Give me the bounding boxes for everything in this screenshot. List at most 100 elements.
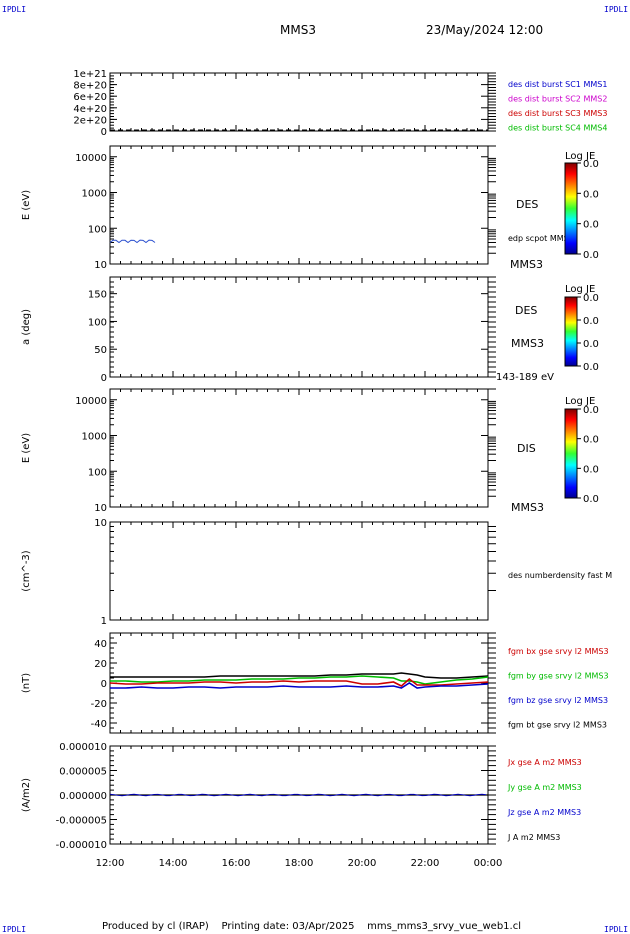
panel-frame xyxy=(109,145,489,265)
y-tick-label: 100 xyxy=(88,224,107,235)
time-axis: 12:00 14:00 16:00 18:00 20:00 22:00 00:00 xyxy=(96,858,503,869)
colorbar-label: 0.0 xyxy=(583,339,599,350)
colorbar-label: 0.0 xyxy=(583,220,599,231)
y-axis-label: (cm^-3) xyxy=(21,550,32,591)
series-line-1 xyxy=(110,675,489,685)
colorbar-gradient xyxy=(564,296,578,367)
corner-label-bottom-left: IPDLI xyxy=(2,925,26,934)
y-tick-label: 100 xyxy=(88,317,107,328)
colorbar-label: 0.0 xyxy=(583,494,599,505)
colorbar-dis-energy: Log JE0.00.00.00.0 xyxy=(564,396,599,505)
colorbar-title: Log JE xyxy=(565,151,595,162)
y-axis-label: E (eV) xyxy=(21,433,32,463)
panel-right-label: 143-189 eV xyxy=(496,372,554,383)
colorbar-label: 0.0 xyxy=(583,250,599,261)
panel-frame xyxy=(109,521,489,621)
y-tick-label: 10000 xyxy=(75,153,107,164)
y-tick-label: 0 xyxy=(101,679,107,690)
panel-density: 10 1 (cm^-3) des numberdensity fast M xyxy=(21,518,612,627)
colorbar-des-pitch: Log JE0.00.00.00.0 xyxy=(564,284,599,373)
colorbar-label: 0.0 xyxy=(583,293,599,304)
legend-entry: des dist burst SC1 MMS1 xyxy=(508,80,607,89)
plot-date: 23/May/2024 12:00 xyxy=(426,23,543,37)
legend-entry: des dist burst SC3 MMS3 xyxy=(508,109,607,118)
y-tick-label: 100 xyxy=(88,467,107,478)
x-tick-label: 14:00 xyxy=(159,858,188,869)
y-tick-label: -20 xyxy=(91,699,107,710)
y-tick-label: 20 xyxy=(94,659,107,670)
legend-entry: fgm by gse srvy l2 MMS3 xyxy=(508,672,609,681)
panel-des-energy: 10000 1000 100 10 E (eV) DES edp scpot MMS3 MMS… xyxy=(21,145,574,271)
colorbar-label: 0.0 xyxy=(583,189,599,200)
y-axis-label: a (deg) xyxy=(21,309,32,345)
x-tick-label: 20:00 xyxy=(348,858,377,869)
y-tick-label: -40 xyxy=(91,719,107,730)
y-tick-label: 0.000000 xyxy=(59,791,107,802)
panel-right-label: DES xyxy=(515,304,537,317)
panel-right-label: edp scpot MMS3 xyxy=(508,234,574,243)
legend-entry: des numberdensity fast M xyxy=(508,571,612,580)
colorbar-label: 0.0 xyxy=(583,435,599,446)
colorbar-label: 0.0 xyxy=(583,316,599,327)
panel-des-pitch-angle: 150 100 50 0 a (deg) DES MMS3 143-189 eV xyxy=(21,276,554,384)
y-tick-label: 1 xyxy=(101,616,107,627)
series-line-3 xyxy=(110,672,489,679)
corner-label-bottom-right: IPDLI xyxy=(604,925,628,934)
panel-frame xyxy=(109,388,489,508)
panel-right-label: DIS xyxy=(517,442,536,455)
x-tick-label: 12:00 xyxy=(96,858,125,869)
current-noise-trace xyxy=(109,793,487,797)
legend-entry: des dist burst SC2 MMS2 xyxy=(508,95,607,104)
scpot-trace xyxy=(109,239,156,244)
legend-entry: fgm bz gse srvy l2 MMS3 xyxy=(508,696,608,705)
y-tick-label: 6e+20 xyxy=(73,92,107,103)
y-tick-label: 50 xyxy=(94,345,107,356)
y-tick-label: 0 xyxy=(101,127,107,138)
panel-frame xyxy=(109,72,489,132)
panel-right-label: MMS3 xyxy=(511,501,544,514)
panel-right-label: MMS3 xyxy=(510,258,543,271)
colorbar-label: 0.0 xyxy=(583,362,599,373)
y-tick-label: 4e+20 xyxy=(73,104,107,115)
colorbar-des-energy: Log JE0.00.00.00.0 xyxy=(564,151,599,261)
panel-right-label: DES xyxy=(516,198,538,211)
panel-magnetic-field: 40 20 0 -20 -40 (nT) fgm bx gse srvy l2 MMS3 fg… xyxy=(21,632,609,734)
x-tick-label: 00:00 xyxy=(474,858,503,869)
y-tick-label: 1e+21 xyxy=(73,69,107,80)
legend-entry: des dist burst SC4 MMS4 xyxy=(508,124,607,133)
footer-credits: Produced by cl (IRAP) Printing date: 03/… xyxy=(102,921,521,932)
x-tick-label: 22:00 xyxy=(411,858,440,869)
y-axis-label: (nT) xyxy=(21,673,32,693)
y-tick-label: 0 xyxy=(101,373,107,384)
legend-entry: Jy gse A m2 MMS3 xyxy=(507,783,582,792)
legend-entry: fgm bt gse srvy l2 MMS3 xyxy=(508,721,607,730)
panel-current-density: 0.000010 0.000005 0.000000 -0.000005 -0.0000… xyxy=(21,742,582,851)
y-axis-label: (A/m2) xyxy=(21,778,32,812)
colorbar-gradient xyxy=(564,162,578,255)
y-tick-label: 1000 xyxy=(82,432,107,443)
panel-dis-energy: 10000 1000 100 10 E (eV) DIS MMS3 xyxy=(21,388,544,514)
y-tick-label: -0.000005 xyxy=(56,816,107,827)
y-tick-label: 8e+20 xyxy=(73,81,107,92)
colorbar-label: 0.0 xyxy=(583,464,599,475)
y-tick-label: -0.000010 xyxy=(56,840,107,851)
series-line-2 xyxy=(110,682,489,689)
corner-label-top-right: IPDLI xyxy=(604,5,628,14)
legend-entry: J A m2 MMS3 xyxy=(507,833,560,842)
legend-entry: Jz gse A m2 MMS3 xyxy=(507,808,581,817)
y-tick-label: 2e+20 xyxy=(73,115,107,126)
series-line-0 xyxy=(109,677,489,687)
x-tick-label: 16:00 xyxy=(222,858,251,869)
y-tick-label: 10 xyxy=(94,518,107,529)
y-axis-label: E (eV) xyxy=(21,190,32,220)
y-tick-label: 0.000010 xyxy=(59,742,107,753)
y-tick-label: 10000 xyxy=(75,396,107,407)
corner-label-top-left: IPDLI xyxy=(2,5,26,14)
y-tick-label: 40 xyxy=(94,639,107,650)
y-tick-label: 0.000005 xyxy=(59,767,107,778)
panel-frame xyxy=(109,276,489,378)
y-tick-label: 10 xyxy=(94,503,107,514)
y-tick-label: 1000 xyxy=(82,189,107,200)
